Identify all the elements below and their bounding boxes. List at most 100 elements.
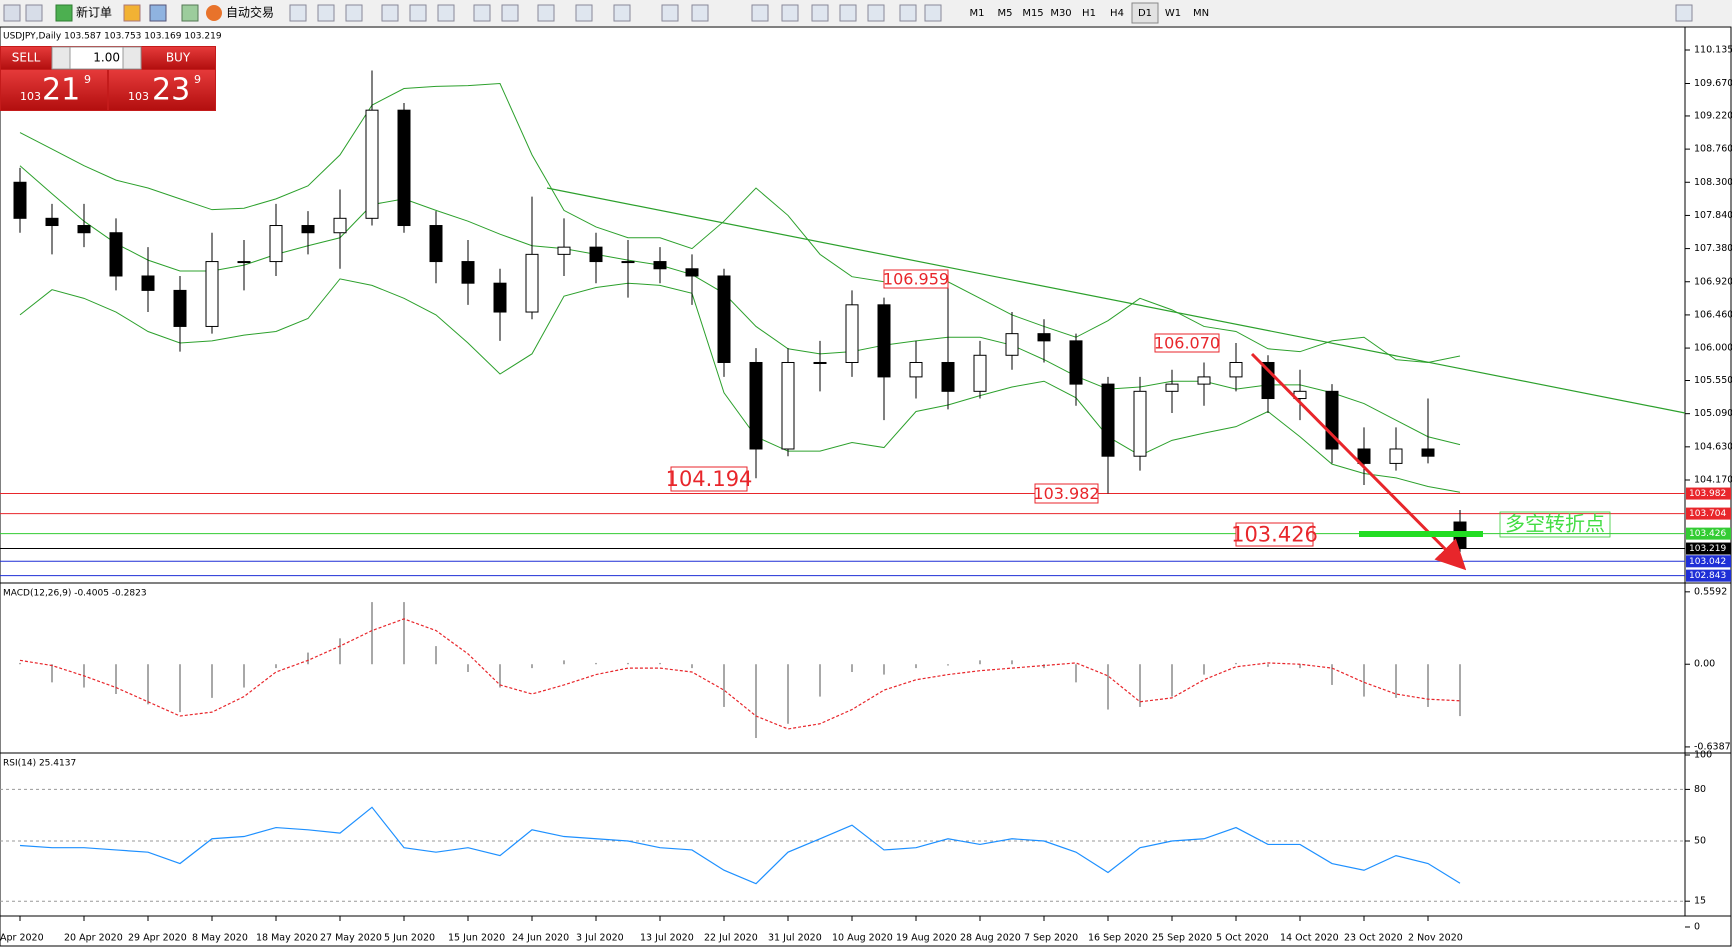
candle-body <box>717 275 731 363</box>
timeframe-button[interactable]: H4 <box>1110 8 1124 19</box>
buy-price-box[interactable] <box>109 70 215 110</box>
sell-price-sup: 9 <box>84 73 91 86</box>
buy-label[interactable]: BUY <box>166 51 191 65</box>
sell-price-big: 21 <box>42 73 80 108</box>
x-tick-label: 7 Sep 2020 <box>1024 933 1078 944</box>
icon[interactable] <box>661 4 679 22</box>
new-order-icon[interactable] <box>55 4 73 22</box>
timeframe-button[interactable]: W1 <box>1165 8 1181 19</box>
candle-body <box>301 225 315 234</box>
icon[interactable] <box>781 4 799 22</box>
x-tick-label: 5 Jun 2020 <box>384 933 435 944</box>
lots-down[interactable] <box>51 46 71 70</box>
timeframe-button[interactable]: D1 <box>1138 8 1152 19</box>
icon[interactable] <box>149 4 167 22</box>
icon[interactable] <box>317 4 335 22</box>
x-tick-label: 2 Nov 2020 <box>1408 933 1463 944</box>
icon[interactable] <box>811 4 829 22</box>
candle-body <box>333 217 347 234</box>
icon[interactable] <box>899 4 917 22</box>
candle-body <box>269 225 283 263</box>
candle-body <box>813 361 827 364</box>
icon[interactable] <box>924 4 942 22</box>
icon[interactable] <box>473 4 491 22</box>
candle-body <box>1357 448 1371 464</box>
icon[interactable] <box>691 4 709 22</box>
annotation-box <box>1034 483 1099 504</box>
icon[interactable] <box>867 4 885 22</box>
annotation-box <box>1235 522 1314 547</box>
new-order-button[interactable]: 新订单 <box>76 5 112 20</box>
timeframe-button[interactable]: M5 <box>998 8 1013 19</box>
candle-body <box>685 268 699 277</box>
y-tick-label: 104.170 <box>1694 474 1732 485</box>
candle-body <box>13 181 27 219</box>
x-tick-label: 31 Jul 2020 <box>768 933 822 944</box>
timeframe-button[interactable]: M30 <box>1050 8 1071 19</box>
icon[interactable] <box>123 4 141 22</box>
icon[interactable] <box>25 4 43 22</box>
candle-body <box>397 109 411 227</box>
annotation: 103.982 <box>1033 484 1099 503</box>
annotation-box <box>883 269 949 289</box>
price-level-label: 103.426 <box>1689 529 1726 539</box>
icon[interactable] <box>437 4 455 22</box>
timeframe-active[interactable] <box>1131 2 1159 24</box>
icon[interactable] <box>381 4 399 22</box>
timeframe-button[interactable]: M15 <box>1022 8 1043 19</box>
y-tick-label: 108.300 <box>1694 177 1732 188</box>
bollinger-middle <box>19 165 1461 446</box>
icon[interactable] <box>3 4 21 22</box>
x-tick-label: 22 Jul 2020 <box>704 933 758 944</box>
sell-label[interactable]: SELL <box>12 51 41 65</box>
auto-trading-icon[interactable] <box>206 5 222 21</box>
icon[interactable] <box>575 4 593 22</box>
icon[interactable] <box>537 4 555 22</box>
price-level-label: 102.843 <box>1689 571 1726 581</box>
timeframe-button[interactable]: M1 <box>970 8 985 19</box>
candle-body <box>205 261 219 327</box>
candle-body <box>493 282 507 313</box>
price-level-label: 103.982 <box>1689 489 1726 499</box>
candle-body <box>941 361 955 392</box>
icon[interactable] <box>501 4 519 22</box>
candle-body <box>621 261 635 264</box>
x-tick-label: 28 Aug 2020 <box>960 933 1021 944</box>
annotation: 106.959 <box>883 270 949 289</box>
icon[interactable] <box>839 4 857 22</box>
annotation: 104.194 <box>666 467 753 491</box>
x-tick-label: 18 May 2020 <box>256 933 318 944</box>
lots-value[interactable]: 1.00 <box>93 51 120 65</box>
y-tick-label: 105.090 <box>1694 408 1732 419</box>
candle-body <box>557 246 571 255</box>
lots-up[interactable] <box>122 46 142 70</box>
pivot-label: 多空转折点 <box>1505 512 1605 536</box>
search-icon[interactable] <box>1675 4 1693 22</box>
macd-signal <box>19 618 1461 730</box>
icon[interactable] <box>409 4 427 22</box>
icon[interactable] <box>613 4 631 22</box>
candle-body <box>909 361 923 378</box>
y-tick-label: 106.000 <box>1694 343 1732 354</box>
x-tick-label: 24 Jun 2020 <box>512 933 569 944</box>
sell-button[interactable] <box>1 47 51 69</box>
chart-frame <box>0 26 1732 947</box>
auto-trading-button[interactable]: 自动交易 <box>226 5 274 20</box>
icon[interactable] <box>181 4 199 22</box>
timeframe-button[interactable]: H1 <box>1082 8 1096 19</box>
sell-price-box[interactable] <box>1 70 107 110</box>
candle-body <box>653 261 667 270</box>
candle-body <box>77 225 91 234</box>
icon[interactable] <box>345 4 363 22</box>
icon[interactable] <box>289 4 307 22</box>
x-tick-label: 8 May 2020 <box>192 933 248 944</box>
candle-body <box>1389 448 1403 464</box>
timeframe-button[interactable]: MN <box>1193 8 1209 19</box>
icon[interactable] <box>751 4 769 22</box>
buy-price-big: 23 <box>152 73 190 108</box>
candle-body <box>749 361 763 450</box>
buy-button[interactable] <box>142 47 215 69</box>
pivot-box <box>1499 511 1611 538</box>
candle-body <box>845 304 859 363</box>
annotation: 106.070 <box>1154 334 1220 353</box>
